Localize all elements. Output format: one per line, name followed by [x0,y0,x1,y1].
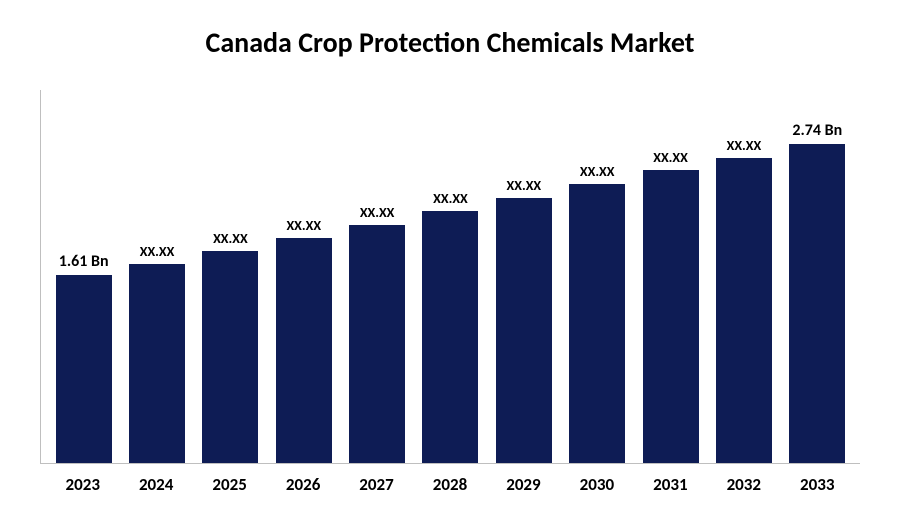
data-label: XX.XX [727,137,762,154]
bar [569,184,625,463]
chart-container: Canada Crop Protection Chemicals Market … [0,0,900,525]
bar-group: XX.XX [340,90,413,463]
bar-group: XX.XX [634,90,707,463]
bar-group: XX.XX [561,90,634,463]
data-label: XX.XX [580,163,615,180]
data-label: XX.XX [433,190,468,207]
bar [496,198,552,463]
data-label: XX.XX [140,243,175,260]
bar-group: XX.XX [267,90,340,463]
data-label: XX.XX [286,217,321,234]
x-axis-label: 2024 [119,474,192,495]
x-axis: 2023202420252026202720282029203020312032… [40,464,860,495]
data-label: XX.XX [213,230,248,247]
x-axis-label: 2026 [266,474,339,495]
bar [349,225,405,463]
x-axis-label: 2025 [193,474,266,495]
bar [129,264,185,463]
data-label: 1.61 Bn [59,252,109,271]
plot-area: 1.61 Bn XX.XX XX.XX XX.XX XX.XX XX.XX XX.XX XX.… [40,90,860,464]
x-axis-label: 2023 [46,474,119,495]
x-axis-label: 2030 [560,474,633,495]
bar [422,211,478,463]
x-axis-label: 2031 [634,474,707,495]
bars-wrapper: 1.61 Bn XX.XX XX.XX XX.XX XX.XX XX.XX XX.XX XX.… [41,90,860,463]
bar-group: XX.XX [414,90,487,463]
data-label: XX.XX [360,204,395,221]
bar [202,251,258,463]
x-axis-label: 2033 [781,474,854,495]
bar-group: XX.XX [194,90,267,463]
bar-group: XX.XX [487,90,560,463]
bar [56,275,112,463]
bar [716,158,772,463]
bar-group: XX.XX [707,90,780,463]
data-label: XX.XX [507,177,542,194]
data-label: XX.XX [653,149,688,166]
bar-group: 2.74 Bn [781,90,854,463]
x-axis-label: 2032 [707,474,780,495]
bar [276,238,332,463]
bar-group: 1.61 Bn [47,90,120,463]
bar [643,170,699,463]
data-label: 2.74 Bn [792,121,842,140]
x-axis-label: 2029 [487,474,560,495]
bar-group: XX.XX [120,90,193,463]
bar [789,144,845,463]
x-axis-label: 2027 [340,474,413,495]
x-axis-label: 2028 [413,474,486,495]
chart-title: Canada Crop Protection Chemicals Market [40,25,860,60]
